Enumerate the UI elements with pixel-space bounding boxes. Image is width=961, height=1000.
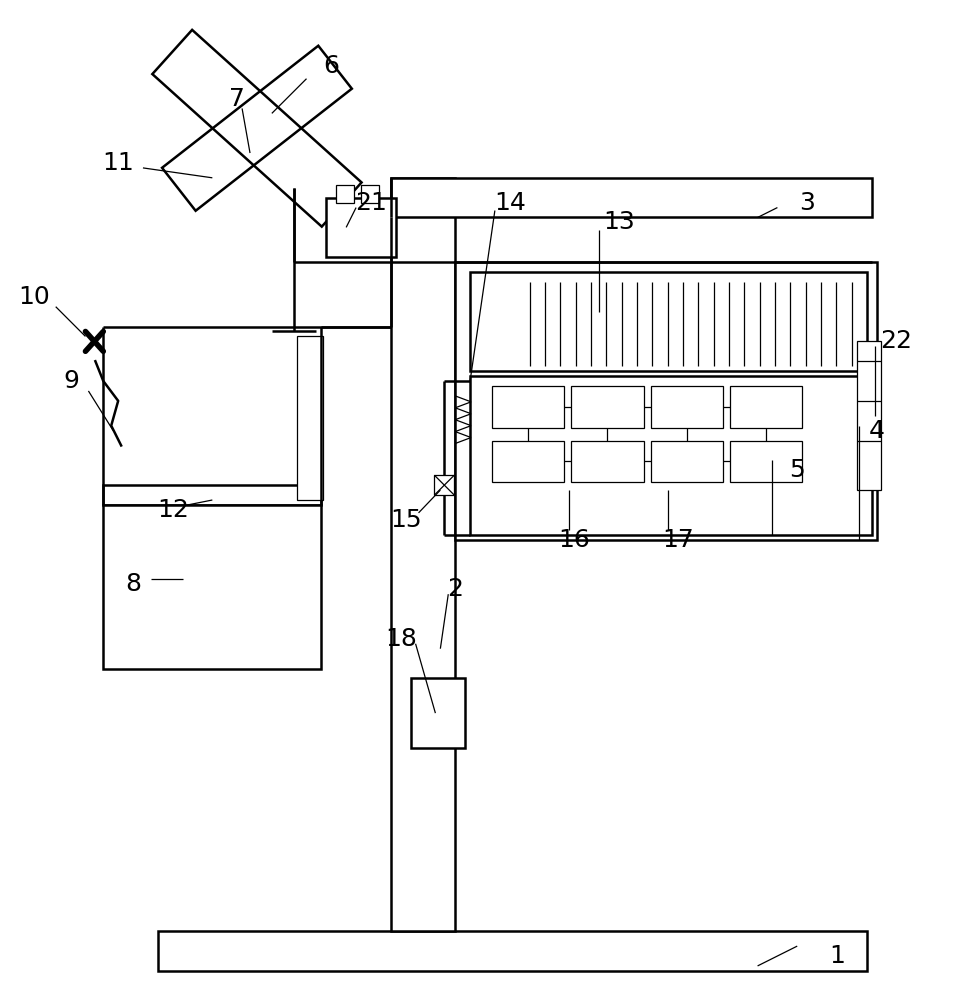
Bar [470, 376, 872, 535]
Text: 3: 3 [800, 191, 815, 215]
Text: 4: 4 [869, 419, 884, 443]
Text: 14: 14 [494, 191, 526, 215]
Text: 17: 17 [662, 528, 694, 552]
Bar [158, 931, 867, 971]
Bar [434, 475, 455, 495]
Bar [391, 178, 872, 217]
Bar [336, 185, 354, 203]
Text: 15: 15 [390, 508, 422, 532]
Text: 12: 12 [157, 498, 188, 522]
Text: 8: 8 [125, 572, 141, 596]
Bar [492, 386, 564, 428]
Bar [361, 185, 379, 203]
Bar [410, 678, 465, 748]
Text: 1: 1 [829, 944, 845, 968]
Text: 21: 21 [355, 191, 387, 215]
Text: 13: 13 [603, 210, 634, 234]
Text: 11: 11 [102, 151, 134, 175]
Bar [103, 485, 321, 505]
Bar [456, 262, 876, 540]
Bar [729, 441, 802, 482]
Bar [651, 441, 723, 482]
Bar [856, 341, 881, 490]
Bar [297, 336, 323, 500]
Text: 9: 9 [63, 369, 80, 393]
Text: 18: 18 [384, 627, 417, 651]
Bar [571, 441, 644, 482]
Text: 22: 22 [880, 329, 912, 353]
Bar [391, 178, 456, 931]
Text: 7: 7 [229, 87, 245, 111]
Bar [327, 198, 396, 257]
Bar [651, 386, 723, 428]
Bar [103, 505, 321, 669]
Bar [729, 386, 802, 428]
Bar [492, 441, 564, 482]
Bar [470, 272, 867, 371]
Text: 2: 2 [447, 577, 463, 601]
Text: 6: 6 [323, 54, 339, 78]
Text: 16: 16 [558, 528, 590, 552]
Bar [571, 386, 644, 428]
Text: 5: 5 [789, 458, 805, 482]
Text: 10: 10 [18, 285, 50, 309]
